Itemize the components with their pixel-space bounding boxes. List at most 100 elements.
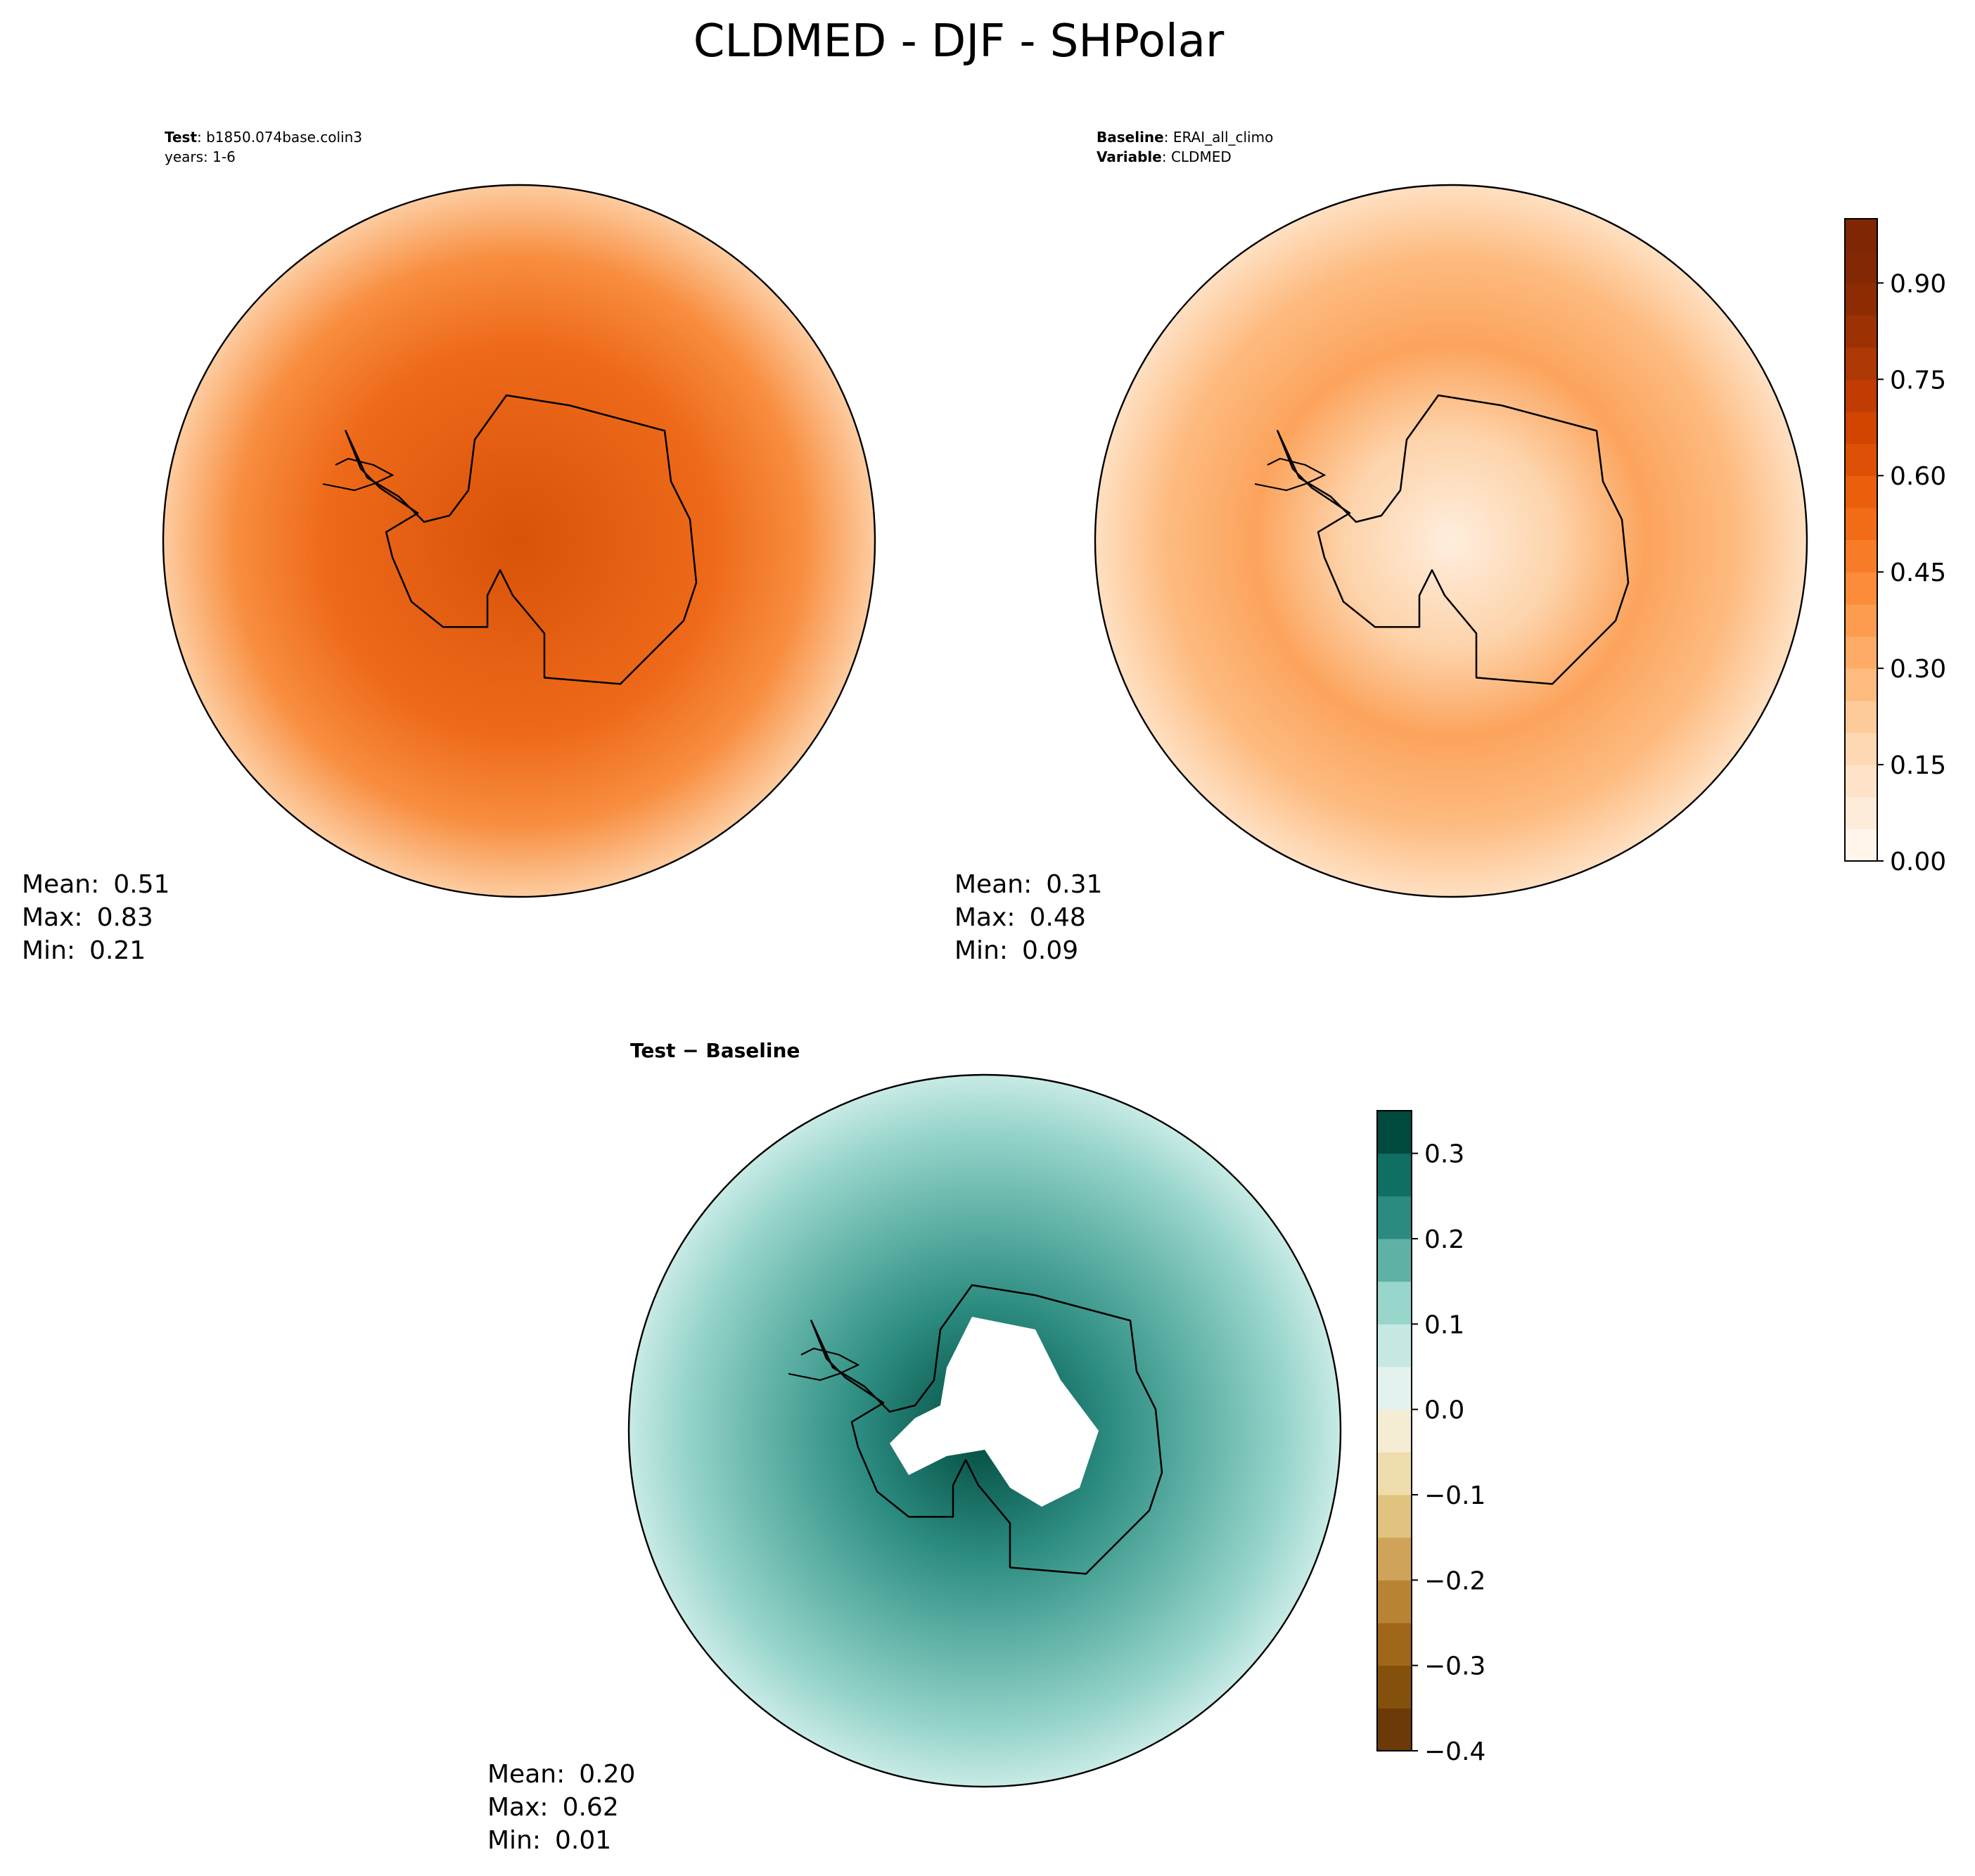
figure-title: CLDMED - DJF - SHPolar: [694, 15, 1225, 68]
colorbar-band: [1377, 1665, 1412, 1709]
stat-value: 0.01: [555, 1826, 611, 1855]
colorbar-band: [1845, 219, 1877, 252]
map-panel: Test: b1850.074base.colin3 years: 1-6 Mean…: [22, 129, 876, 965]
caption-part: : CLDMED: [1162, 148, 1232, 165]
caption-part: : ERAI_all_climo: [1164, 129, 1274, 146]
colorbar-band: [1845, 765, 1877, 798]
south-america: [788, 1347, 860, 1382]
colorbar-band: [1845, 540, 1877, 573]
stat-value: 0.83: [97, 903, 153, 932]
coastline: [788, 1284, 1163, 1575]
stat: Max: 0.48: [954, 903, 1086, 932]
colorbar-band: [1845, 796, 1877, 829]
colorbar-tick-label: 0.3: [1424, 1140, 1464, 1169]
colorbar-band: [1377, 1239, 1412, 1282]
caption: Test: b1850.074base.colin3: [165, 129, 362, 146]
stat: Mean: 0.31: [954, 870, 1102, 899]
colorbar-band: [1845, 250, 1877, 283]
stat-value: 0.51: [113, 870, 170, 899]
colorbar-tick-label: 0.75: [1890, 366, 1946, 395]
colorbar-band: [1377, 1196, 1412, 1239]
caption-part: Variable: [1097, 148, 1162, 165]
colorbar-band: [1845, 314, 1877, 348]
map-field: [163, 185, 875, 897]
coastline: [322, 394, 698, 685]
stat-label: Min:: [487, 1826, 541, 1855]
south-america: [322, 457, 395, 492]
stat: Max: 0.83: [22, 903, 153, 932]
colorbar-band: [1845, 829, 1877, 862]
stat-value: 0.21: [89, 936, 146, 965]
colorbar-band: [1377, 1409, 1412, 1453]
colorbar-tick-label: 0.45: [1890, 559, 1946, 587]
colorbar-band: [1377, 1623, 1412, 1666]
stat-value: 0.31: [1046, 870, 1102, 899]
stat: Min: 0.09: [954, 936, 1078, 965]
colorbar-band: [1845, 411, 1877, 445]
caption-part: Test − Baseline: [630, 1039, 800, 1062]
colorbar-tick-label: −0.4: [1424, 1737, 1485, 1766]
stat-value: 0.09: [1022, 936, 1078, 965]
map-border: [162, 184, 876, 898]
caption-part: years: 1-6: [165, 148, 236, 165]
map-field: [1095, 185, 1807, 897]
colorbar-band: [1845, 636, 1877, 669]
stat-value: 0.48: [1030, 903, 1086, 932]
stat-label: Mean:: [487, 1760, 565, 1789]
colorbar-tick-label: −0.3: [1424, 1652, 1485, 1681]
colorbar-band: [1845, 347, 1877, 380]
caption: Baseline: ERAI_all_climo: [1097, 129, 1273, 146]
colorbar-band: [1845, 443, 1877, 476]
colorbar-tick-label: 0.2: [1424, 1225, 1464, 1254]
colorbar-band: [1377, 1537, 1412, 1581]
missing-area: [890, 1317, 1099, 1507]
stat-label: Min:: [22, 936, 75, 965]
south-america: [1254, 457, 1327, 492]
colorbar-tick-label: 0.60: [1890, 462, 1946, 491]
map-panel: Test − Baseline Mean: 0.20 Max: 0.62 Min: 0.01…: [487, 1039, 1485, 1855]
stat-label: Max:: [22, 903, 83, 932]
colorbar-tick-label: −0.1: [1424, 1481, 1485, 1510]
stat: Max: 0.62: [487, 1793, 619, 1822]
caption-part: : b1850.074base.colin3: [197, 129, 362, 146]
colorbar-band: [1845, 604, 1877, 637]
colorbar-band: [1845, 379, 1877, 412]
map-border: [627, 1073, 1342, 1788]
stat-label: Max:: [954, 903, 1016, 932]
colorbar-frame: [1844, 218, 1878, 862]
colorbar-tick-label: 0.0: [1424, 1396, 1464, 1425]
caption: Test − Baseline: [630, 1039, 800, 1062]
colorbar-band: [1845, 700, 1877, 733]
colorbar-band: [1377, 1495, 1412, 1538]
stat-label: Max:: [487, 1793, 549, 1822]
colorbar-band: [1377, 1452, 1412, 1495]
stat-value: 0.62: [563, 1793, 619, 1822]
colorbar-band: [1377, 1153, 1412, 1197]
caption: Variable: CLDMED: [1097, 148, 1232, 165]
stat-label: Mean:: [954, 870, 1032, 899]
stat-value: 0.20: [579, 1760, 635, 1789]
colorbar-band: [1377, 1580, 1412, 1623]
colorbar-tick-label: 0.15: [1890, 751, 1946, 780]
stat: Mean: 0.51: [22, 870, 170, 899]
colorbar-tick-label: 0.30: [1890, 655, 1946, 684]
colorbar-band: [1845, 283, 1877, 316]
colorbar-frame: [1376, 1110, 1412, 1751]
stat-label: Mean:: [22, 870, 99, 899]
colorbar-band: [1377, 1367, 1412, 1410]
colorbar-tick-label: −0.2: [1424, 1566, 1485, 1595]
stat: Min: 0.01: [487, 1826, 611, 1855]
colorbar-band: [1845, 476, 1877, 509]
colorbar-band: [1845, 732, 1877, 765]
stat: Min: 0.21: [22, 936, 146, 965]
colorbar-band: [1845, 507, 1877, 540]
colorbar-tick-label: 0.90: [1890, 269, 1946, 298]
colorbar-band: [1845, 668, 1877, 701]
colorbar-tick-label: 0.1: [1424, 1310, 1464, 1339]
caption: years: 1-6: [165, 148, 236, 165]
colorbar-band: [1377, 1281, 1412, 1325]
colorbar-tick-label: 0.00: [1890, 848, 1946, 876]
colorbar-band: [1377, 1708, 1412, 1751]
caption-part: Test: [165, 129, 197, 146]
